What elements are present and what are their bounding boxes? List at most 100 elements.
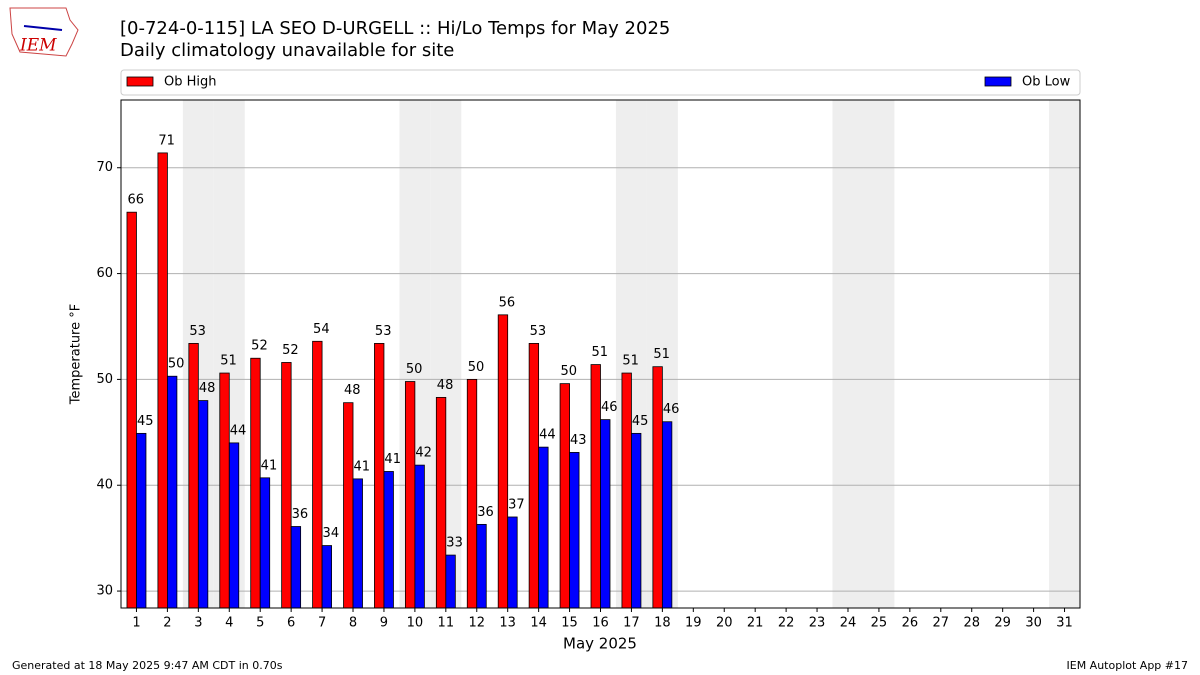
data-label: 51	[591, 345, 608, 360]
data-label: 37	[508, 497, 525, 512]
data-label: 48	[437, 378, 454, 393]
legend-swatch	[984, 76, 1012, 87]
bar	[383, 471, 394, 609]
data-label: 53	[530, 324, 547, 339]
bar	[352, 478, 363, 609]
bar	[321, 545, 332, 609]
bar	[590, 364, 601, 609]
x-tick-label: 1	[132, 616, 140, 631]
bar	[445, 554, 456, 609]
data-label: 45	[137, 414, 154, 429]
x-axis-label: May 2025	[563, 635, 637, 653]
data-label: 34	[323, 526, 340, 541]
bar	[374, 343, 385, 609]
data-label: 71	[158, 133, 175, 148]
bar	[167, 375, 178, 609]
logo-text: IEM	[19, 36, 57, 56]
x-tick-label: 30	[1025, 616, 1042, 631]
bar	[631, 432, 642, 609]
bar	[466, 378, 478, 609]
data-label: 46	[601, 400, 618, 415]
y-tick-label: 40	[96, 478, 113, 493]
bar	[312, 340, 323, 609]
data-label: 36	[292, 507, 309, 522]
bar	[476, 523, 487, 609]
legend-label: Ob High	[164, 75, 217, 90]
bar	[507, 516, 518, 609]
data-label: 36	[477, 505, 494, 520]
logo-outline	[9, 7, 79, 57]
data-label: 53	[375, 324, 392, 339]
y-tick-label: 60	[96, 266, 113, 281]
data-label: 56	[499, 295, 516, 310]
bar	[497, 314, 509, 609]
x-tick-label: 14	[530, 616, 547, 631]
data-label: 53	[189, 324, 206, 339]
data-label: 48	[344, 383, 361, 398]
data-label: 51	[622, 354, 639, 369]
bar	[343, 402, 354, 609]
data-label: 41	[261, 458, 278, 473]
x-tick-label: 16	[592, 616, 609, 631]
y-axis-label: Temperature °F	[69, 304, 84, 405]
bar	[188, 343, 199, 609]
data-label: 52	[282, 343, 299, 358]
x-tick-label: 19	[685, 616, 702, 631]
data-label: 50	[406, 362, 423, 377]
legend-label: Ob Low	[1022, 75, 1071, 90]
data-label: 66	[127, 193, 144, 208]
footer-right: IEM Autoplot App #17	[1067, 659, 1189, 672]
bar	[126, 211, 137, 609]
data-label: 54	[313, 322, 330, 337]
data-label: 44	[230, 423, 247, 438]
bar	[404, 381, 416, 609]
bar	[197, 400, 209, 609]
data-label: 41	[384, 452, 401, 467]
legend-swatch	[126, 76, 154, 87]
data-label: 43	[570, 433, 587, 448]
bar	[538, 446, 549, 609]
bar	[621, 372, 632, 609]
data-label: 50	[168, 357, 185, 372]
data-label: 50	[561, 364, 578, 379]
logo-line	[23, 25, 63, 31]
bar	[281, 362, 292, 609]
x-tick-label: 25	[871, 616, 888, 631]
x-tick-label: 13	[499, 616, 516, 631]
data-label: 44	[539, 428, 556, 443]
data-label: 45	[632, 414, 649, 429]
data-label: 52	[251, 339, 268, 354]
x-tick-label: 10	[407, 616, 424, 631]
x-tick-label: 7	[318, 616, 326, 631]
x-tick-label: 17	[623, 616, 640, 631]
x-tick-label: 29	[994, 616, 1011, 631]
x-tick-label: 4	[225, 616, 233, 631]
bar	[569, 452, 580, 609]
data-label: 48	[199, 381, 216, 396]
footer-left: Generated at 18 May 2025 9:47 AM CDT in …	[12, 659, 283, 672]
y-tick-label: 30	[96, 584, 113, 599]
data-label: 51	[653, 347, 670, 362]
bar	[559, 383, 570, 609]
x-tick-label: 20	[716, 616, 733, 631]
x-tick-label: 8	[349, 616, 357, 631]
chart-subtitle: Daily climatology unavailable for site	[120, 40, 454, 61]
x-tick-label: 6	[287, 616, 295, 631]
bar	[259, 477, 271, 609]
bar	[219, 372, 230, 609]
x-tick-label: 12	[468, 616, 485, 631]
data-label: 41	[353, 459, 370, 474]
bar	[528, 343, 540, 609]
x-tick-label: 26	[902, 616, 919, 631]
bar	[290, 526, 302, 609]
bar	[414, 464, 425, 609]
plot-area	[121, 100, 1080, 609]
x-tick-label: 23	[809, 616, 826, 631]
chart-title: [0-724-0-115] LA SEO D-URGELL :: Hi/Lo T…	[120, 18, 670, 39]
weekend-shade	[1049, 100, 1080, 608]
x-tick-label: 15	[561, 616, 578, 631]
x-tick-label: 21	[747, 616, 764, 631]
x-tick-label: 28	[963, 616, 980, 631]
y-tick-label: 70	[96, 160, 113, 175]
